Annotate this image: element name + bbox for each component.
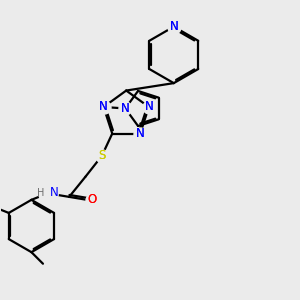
Text: S: S — [98, 149, 106, 162]
Text: N: N — [145, 100, 153, 113]
Text: H: H — [38, 188, 45, 198]
Text: O: O — [88, 194, 97, 206]
Text: N: N — [99, 100, 108, 113]
Text: N: N — [99, 100, 108, 113]
Text: N: N — [136, 127, 145, 140]
Text: O: O — [88, 194, 97, 206]
Text: N: N — [136, 127, 145, 140]
Text: N: N — [169, 20, 178, 33]
Text: N: N — [121, 102, 130, 115]
Text: N: N — [121, 102, 130, 115]
Text: N: N — [50, 186, 59, 199]
Text: N: N — [145, 100, 153, 113]
Text: N: N — [169, 20, 178, 33]
Text: S: S — [98, 149, 106, 162]
